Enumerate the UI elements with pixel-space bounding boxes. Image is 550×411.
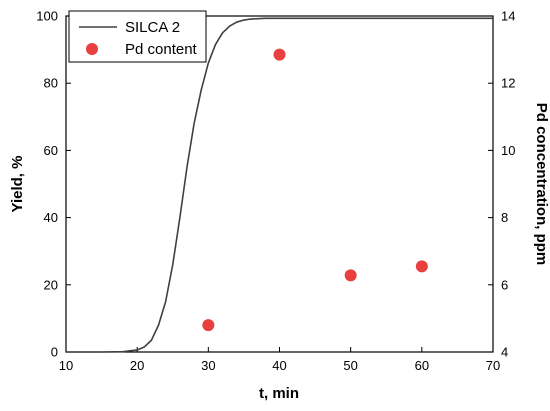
- y-tick-label: 60: [44, 143, 58, 158]
- x-tick-label: 20: [130, 358, 144, 373]
- y-tick-label: 40: [44, 210, 58, 225]
- x-tick-label: 40: [272, 358, 286, 373]
- legend-label-series-2: Pd content: [125, 41, 198, 58]
- y2-tick-label: 8: [501, 210, 508, 225]
- y-tick-label: 80: [44, 76, 58, 91]
- x-tick-label: 60: [415, 358, 429, 373]
- y2-axis-title: Pd concentration, ppm: [533, 103, 550, 266]
- y2-tick-label: 14: [501, 9, 515, 24]
- ticks-layer: 10 20 30 40 50 60 70 0 20 40 60 80 100 4 6 8 10 12 14: [36, 9, 515, 374]
- series-layer: [66, 17, 493, 353]
- y2-tick-label: 6: [501, 277, 508, 292]
- data-point: [273, 48, 286, 61]
- legend: SILCA 2 Pd content: [68, 10, 207, 63]
- y2-tick-label: 12: [501, 76, 515, 91]
- y-tick-label: 0: [51, 345, 58, 360]
- data-point: [415, 260, 428, 273]
- data-point: [344, 269, 357, 282]
- plot-frame: [65, 15, 494, 353]
- y-axis-title: Yield, %: [9, 156, 26, 213]
- x-tick-label: 50: [343, 358, 357, 373]
- legend-marker-swatch: [86, 43, 98, 55]
- x-tick-label: 70: [486, 358, 500, 373]
- x-axis-title: t, min: [259, 385, 299, 402]
- x-tick-label: 30: [201, 358, 215, 373]
- y-tick-label: 100: [36, 9, 58, 24]
- series-line-1: [66, 17, 493, 353]
- y2-tick-label: 4: [501, 345, 508, 360]
- legend-label-series-1: SILCA 2: [125, 19, 180, 36]
- y-tick-label: 20: [44, 277, 58, 292]
- y2-tick-label: 10: [501, 143, 515, 158]
- data-point: [202, 319, 215, 332]
- x-tick-label: 10: [59, 358, 73, 373]
